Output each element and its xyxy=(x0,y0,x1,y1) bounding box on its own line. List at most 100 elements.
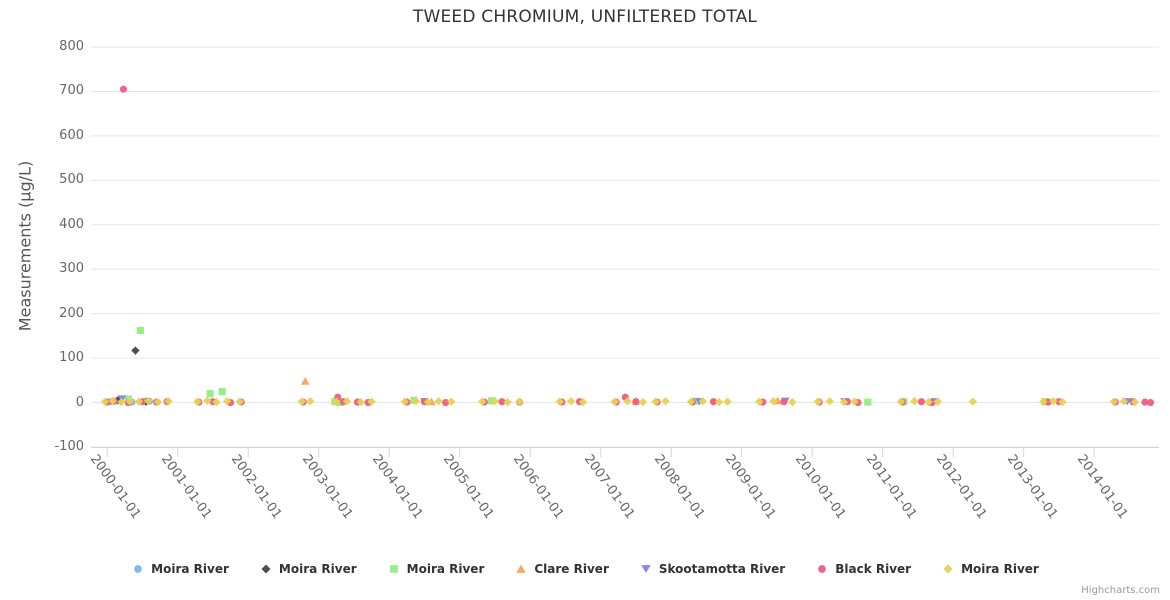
data-point[interactable] xyxy=(125,397,134,406)
legend-item-moira-river[interactable]: Moira River xyxy=(259,562,357,576)
data-point[interactable] xyxy=(1058,397,1067,407)
legend-item-label: Clare River xyxy=(534,562,609,576)
data-point[interactable] xyxy=(1146,398,1155,407)
data-point[interactable] xyxy=(780,398,788,406)
legend-item-label: Black River xyxy=(835,562,912,576)
data-point[interactable] xyxy=(131,346,140,355)
data-point[interactable] xyxy=(555,397,564,406)
data-point[interactable] xyxy=(218,387,226,396)
data-point[interactable] xyxy=(222,397,232,406)
legend-item-moira-river[interactable]: Moira River xyxy=(387,562,484,576)
data-point[interactable] xyxy=(108,396,118,405)
data-point[interactable] xyxy=(434,397,443,406)
data-point[interactable] xyxy=(134,397,144,406)
legend-item-skootamotta-river[interactable]: Skootamotta River xyxy=(639,562,785,576)
data-point[interactable] xyxy=(235,397,244,406)
circle-legend-icon xyxy=(134,565,142,573)
data-point[interactable] xyxy=(490,397,500,406)
legend-item-black-river[interactable]: Black River xyxy=(815,562,911,576)
data-point[interactable] xyxy=(423,397,433,407)
data-point[interactable] xyxy=(342,397,352,406)
data-point[interactable] xyxy=(769,397,778,406)
data-point[interactable] xyxy=(755,397,764,406)
data-point[interactable] xyxy=(933,397,942,406)
chart-title: TWEED CHROMIUM, UNFILTERED TOTAL xyxy=(412,7,758,27)
y-axis-label: 500 xyxy=(59,172,84,188)
y-axis-label: 0 xyxy=(75,394,84,410)
data-point[interactable] xyxy=(1109,397,1119,406)
data-point[interactable] xyxy=(400,397,409,406)
data-point[interactable] xyxy=(336,398,344,407)
data-point[interactable] xyxy=(100,397,110,406)
data-point[interactable] xyxy=(698,397,708,406)
data-point[interactable] xyxy=(164,397,173,406)
y-axis-label: 400 xyxy=(59,216,84,232)
data-point[interactable] xyxy=(566,397,576,406)
y-axis-label: 800 xyxy=(59,39,84,54)
data-point[interactable] xyxy=(447,397,456,406)
data-point[interactable] xyxy=(411,397,421,406)
data-point[interactable] xyxy=(896,397,906,406)
data-point[interactable] xyxy=(692,397,700,405)
data-point[interactable] xyxy=(119,85,127,93)
data-point[interactable] xyxy=(661,397,670,406)
credits-link[interactable]: Highcharts.com xyxy=(1081,585,1160,596)
data-point[interactable] xyxy=(478,397,487,406)
data-point[interactable] xyxy=(206,390,214,398)
data-point[interactable] xyxy=(638,397,648,407)
legend-item-label: Moira River xyxy=(278,562,357,576)
data-point[interactable] xyxy=(297,397,306,406)
y-axis-label: 600 xyxy=(59,127,84,143)
data-point[interactable] xyxy=(332,397,341,406)
data-point[interactable] xyxy=(1119,397,1128,406)
data-point[interactable] xyxy=(153,397,163,407)
data-point[interactable] xyxy=(686,397,696,406)
data-point[interactable] xyxy=(924,397,933,407)
data-point[interactable] xyxy=(632,398,640,406)
data-point[interactable] xyxy=(651,397,660,406)
data-point[interactable] xyxy=(1141,398,1149,406)
circle-legend-icon xyxy=(818,565,827,573)
legend-item-label: Moira River xyxy=(961,562,1039,576)
data-point[interactable] xyxy=(300,377,310,385)
data-point[interactable] xyxy=(442,398,450,407)
data-point[interactable] xyxy=(864,398,872,406)
legend-item-clare-river[interactable]: Clare River xyxy=(514,562,609,576)
data-point[interactable] xyxy=(850,397,859,406)
data-point[interactable] xyxy=(917,398,926,406)
square-legend-icon xyxy=(389,565,398,573)
data-point[interactable] xyxy=(1049,397,1058,406)
legend-item-moira-river[interactable]: Moira River xyxy=(941,562,1039,576)
data-point[interactable] xyxy=(515,397,524,406)
legend-item-label: Moira River xyxy=(151,562,229,576)
data-point[interactable] xyxy=(1039,397,1048,406)
data-point[interactable] xyxy=(356,397,366,407)
data-point[interactable] xyxy=(788,397,797,407)
y-axis-label: 300 xyxy=(59,261,84,277)
data-point[interactable] xyxy=(968,397,978,406)
data-point[interactable] xyxy=(212,397,221,407)
data-point[interactable] xyxy=(623,397,632,406)
data-point[interactable] xyxy=(910,397,919,406)
data-point[interactable] xyxy=(723,397,732,406)
data-point[interactable] xyxy=(136,326,144,335)
data-point[interactable] xyxy=(709,398,718,406)
data-point[interactable] xyxy=(825,397,834,406)
data-point[interactable] xyxy=(367,397,376,406)
diamond-legend-icon xyxy=(943,564,953,574)
data-point[interactable] xyxy=(813,397,823,406)
data-point[interactable] xyxy=(117,397,126,407)
data-point[interactable] xyxy=(498,398,506,406)
data-point[interactable] xyxy=(143,396,153,405)
data-point[interactable] xyxy=(578,397,588,407)
data-point[interactable] xyxy=(839,397,849,407)
data-point[interactable] xyxy=(714,397,724,407)
data-point[interactable] xyxy=(306,397,315,406)
data-point[interactable] xyxy=(610,397,619,406)
data-point[interactable] xyxy=(193,397,202,406)
data-point[interactable] xyxy=(503,397,512,407)
legend-item-moira-river[interactable]: Moira River xyxy=(131,562,229,576)
data-point[interactable] xyxy=(1130,397,1140,407)
data-point[interactable] xyxy=(203,396,212,405)
